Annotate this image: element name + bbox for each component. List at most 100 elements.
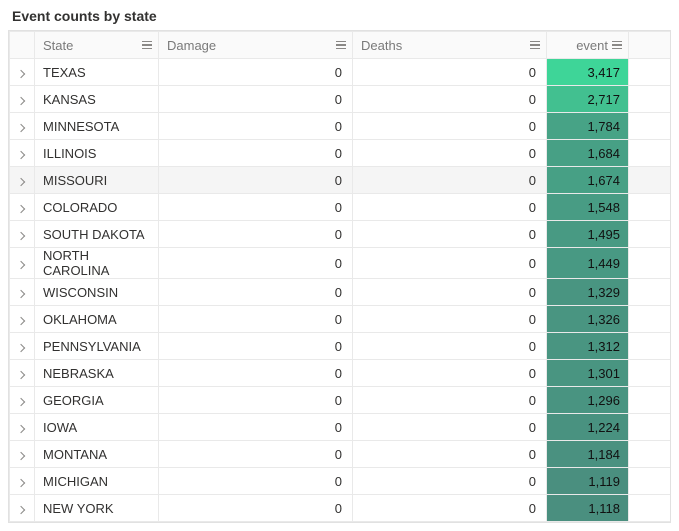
table-row[interactable]: NORTH CAROLINA001,449 (10, 248, 671, 279)
expand-toggle[interactable] (10, 248, 35, 279)
cell-deaths: 0 (353, 221, 547, 248)
expand-toggle[interactable] (10, 468, 35, 495)
expand-toggle[interactable] (10, 279, 35, 306)
cell-damage: 0 (159, 194, 353, 221)
cell-spacer (629, 306, 671, 333)
cell-deaths: 0 (353, 414, 547, 441)
cell-event: 1,296 (547, 387, 629, 414)
expand-toggle[interactable] (10, 306, 35, 333)
cell-damage: 0 (159, 221, 353, 248)
expand-toggle[interactable] (10, 167, 35, 194)
chevron-right-icon (17, 260, 25, 268)
cell-deaths: 0 (353, 248, 547, 279)
column-header-state[interactable]: State (35, 32, 159, 59)
cell-damage: 0 (159, 167, 353, 194)
table-row[interactable]: OKLAHOMA001,326 (10, 306, 671, 333)
chevron-right-icon (17, 289, 25, 297)
chevron-right-icon (17, 451, 25, 459)
cell-spacer (629, 495, 671, 522)
column-label: Deaths (361, 38, 402, 53)
cell-spacer (629, 59, 671, 86)
column-header-expand (10, 32, 35, 59)
cell-state: WISCONSIN (35, 279, 159, 306)
cell-event: 3,417 (547, 59, 629, 86)
cell-event: 1,329 (547, 279, 629, 306)
cell-state: MINNESOTA (35, 113, 159, 140)
table-row[interactable]: MONTANA001,184 (10, 441, 671, 468)
cell-state: NEBRASKA (35, 360, 159, 387)
column-menu-icon[interactable] (530, 41, 540, 50)
table-row[interactable]: IOWA001,224 (10, 414, 671, 441)
cell-spacer (629, 140, 671, 167)
table-row[interactable]: NEBRASKA001,301 (10, 360, 671, 387)
expand-toggle[interactable] (10, 387, 35, 414)
table-row[interactable]: MISSOURI001,674 (10, 167, 671, 194)
chevron-right-icon (17, 397, 25, 405)
table-row[interactable]: PENNSYLVANIA001,312 (10, 333, 671, 360)
cell-deaths: 0 (353, 495, 547, 522)
cell-spacer (629, 441, 671, 468)
cell-state: ILLINOIS (35, 140, 159, 167)
cell-damage: 0 (159, 387, 353, 414)
cell-event: 1,224 (547, 414, 629, 441)
chevron-right-icon (17, 150, 25, 158)
column-menu-icon[interactable] (336, 41, 346, 50)
expand-toggle[interactable] (10, 495, 35, 522)
chevron-right-icon (17, 505, 25, 513)
table-row[interactable]: WISCONSIN001,329 (10, 279, 671, 306)
table-row[interactable]: GEORGIA001,296 (10, 387, 671, 414)
expand-toggle[interactable] (10, 414, 35, 441)
cell-event: 1,184 (547, 441, 629, 468)
expand-toggle[interactable] (10, 140, 35, 167)
table-row[interactable]: NEW YORK001,118 (10, 495, 671, 522)
cell-deaths: 0 (353, 387, 547, 414)
cell-deaths: 0 (353, 333, 547, 360)
cell-damage: 0 (159, 360, 353, 387)
table-row[interactable]: TEXAS003,417 (10, 59, 671, 86)
cell-event: 1,312 (547, 333, 629, 360)
column-header-damage[interactable]: Damage (159, 32, 353, 59)
expand-toggle[interactable] (10, 360, 35, 387)
cell-state: MISSOURI (35, 167, 159, 194)
cell-state: TEXAS (35, 59, 159, 86)
expand-toggle[interactable] (10, 86, 35, 113)
column-label: event (576, 38, 608, 53)
expand-toggle[interactable] (10, 59, 35, 86)
expand-toggle[interactable] (10, 441, 35, 468)
chevron-right-icon (17, 69, 25, 77)
chevron-right-icon (17, 231, 25, 239)
chevron-right-icon (17, 316, 25, 324)
expand-toggle[interactable] (10, 221, 35, 248)
cell-deaths: 0 (353, 113, 547, 140)
table-row[interactable]: KANSAS002,717 (10, 86, 671, 113)
expand-toggle[interactable] (10, 113, 35, 140)
column-header-event[interactable]: event (547, 32, 629, 59)
column-header-spacer (629, 32, 671, 59)
cell-damage: 0 (159, 279, 353, 306)
cell-spacer (629, 360, 671, 387)
cell-spacer (629, 414, 671, 441)
cell-state: PENNSYLVANIA (35, 333, 159, 360)
expand-toggle[interactable] (10, 333, 35, 360)
page-title: Event counts by state (12, 8, 671, 24)
table-row[interactable]: MICHIGAN001,119 (10, 468, 671, 495)
cell-state: OKLAHOMA (35, 306, 159, 333)
cell-damage: 0 (159, 140, 353, 167)
cell-spacer (629, 221, 671, 248)
table-header-row: State Damage Deaths (10, 32, 671, 59)
table-row[interactable]: SOUTH DAKOTA001,495 (10, 221, 671, 248)
expand-toggle[interactable] (10, 194, 35, 221)
column-header-deaths[interactable]: Deaths (353, 32, 547, 59)
cell-damage: 0 (159, 306, 353, 333)
chevron-right-icon (17, 424, 25, 432)
chevron-right-icon (17, 343, 25, 351)
column-menu-icon[interactable] (142, 41, 152, 50)
column-menu-icon[interactable] (612, 41, 622, 50)
table-row[interactable]: COLORADO001,548 (10, 194, 671, 221)
chevron-right-icon (17, 123, 25, 131)
cell-event: 1,326 (547, 306, 629, 333)
table-row[interactable]: MINNESOTA001,784 (10, 113, 671, 140)
table-row[interactable]: ILLINOIS001,684 (10, 140, 671, 167)
cell-state: SOUTH DAKOTA (35, 221, 159, 248)
chevron-right-icon (17, 370, 25, 378)
